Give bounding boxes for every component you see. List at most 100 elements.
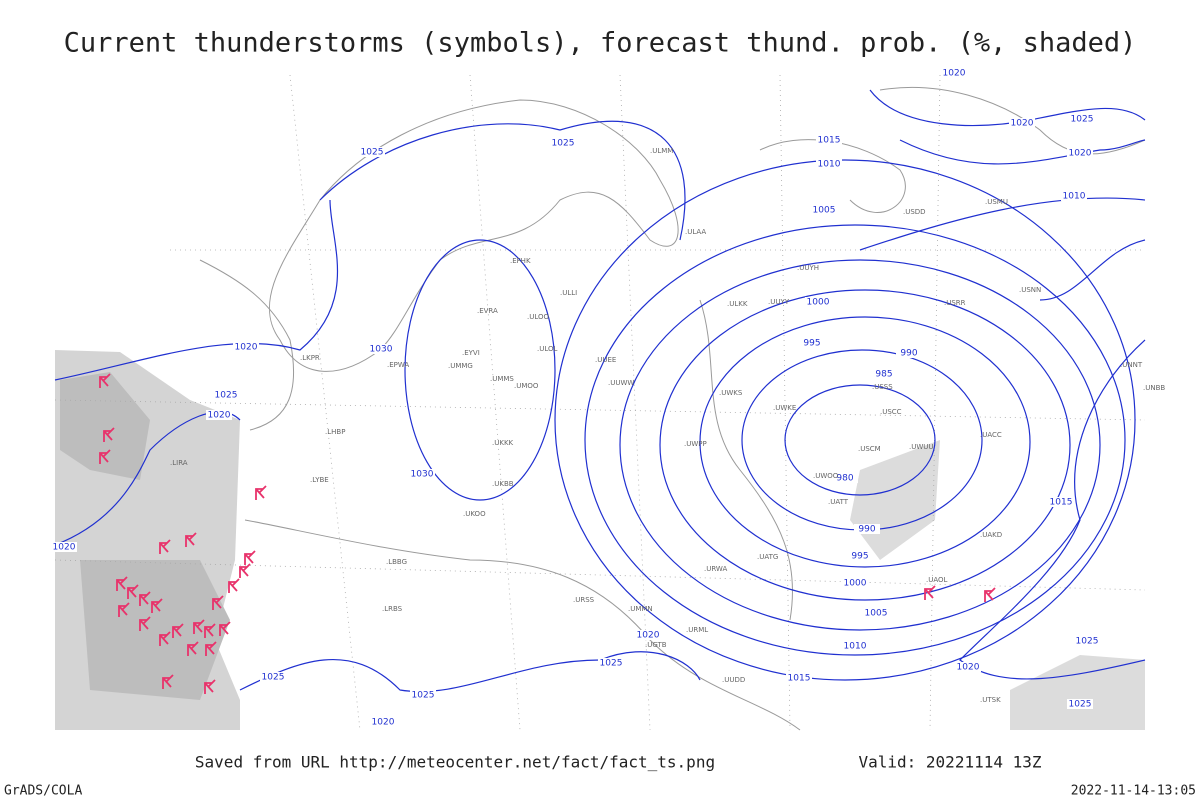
isobar-label: 1020 bbox=[208, 411, 231, 421]
station-label: .ULMM bbox=[650, 147, 673, 155]
station-label: .UKKK bbox=[492, 439, 514, 447]
station-label: .LKPR bbox=[300, 354, 320, 362]
isobar-label: 1025 bbox=[1076, 637, 1099, 647]
title: Current thunderstorms (symbols), forecas… bbox=[64, 28, 1137, 59]
station-label: .LYBE bbox=[310, 476, 329, 484]
isobar-label-bg bbox=[550, 138, 576, 148]
isobar-label: 1000 bbox=[844, 579, 867, 589]
isobar-label: 1010 bbox=[818, 160, 841, 170]
isobar-label-bg bbox=[368, 344, 394, 354]
thunderstorm-symbol bbox=[127, 584, 139, 599]
isobar-label: 980 bbox=[836, 474, 853, 484]
isobar-label-bg bbox=[871, 369, 897, 379]
isobar-label-bg bbox=[213, 390, 239, 400]
isobar-label: 1010 bbox=[844, 642, 867, 652]
station-label: .USRR bbox=[944, 299, 966, 307]
isobar-label-bg bbox=[206, 410, 232, 420]
isobar-label-bg bbox=[1067, 148, 1093, 158]
isobar-label-bg bbox=[1048, 497, 1074, 507]
station-label: .UWOO bbox=[813, 472, 839, 480]
station-label: .UACC bbox=[980, 431, 1002, 439]
isobar-label-bg bbox=[816, 159, 842, 169]
thunderstorm-symbol bbox=[139, 616, 151, 631]
isobar-label: 1020 bbox=[637, 631, 660, 641]
map-frame bbox=[55, 70, 1145, 730]
isobar-label: 1005 bbox=[813, 206, 836, 216]
station-label: .UWPP bbox=[684, 440, 707, 448]
station-label: .UMMG bbox=[448, 362, 473, 370]
station-label: .UMOO bbox=[514, 382, 539, 390]
isobar-label-bg bbox=[359, 147, 385, 157]
isobar-label-bg bbox=[1061, 191, 1087, 201]
isobar-label: 1020 bbox=[53, 543, 76, 553]
station-label: .UATT bbox=[828, 498, 849, 506]
isobar-label: 1025 bbox=[215, 391, 238, 401]
isobar-label-bg bbox=[816, 135, 842, 145]
isobar-label: 1005 bbox=[865, 609, 888, 619]
station-label: .UWKE bbox=[773, 404, 796, 412]
thunderstorm-symbol bbox=[162, 674, 174, 689]
isobar-label-bg bbox=[786, 673, 812, 683]
map-area: 1025 1025 1020 1025 1020 1030 1030 1020 1015 1010… bbox=[51, 68, 1165, 731]
isobar-label-bg bbox=[805, 297, 831, 307]
isobar-label-bg bbox=[854, 524, 880, 534]
thunderstorm-symbol bbox=[204, 679, 216, 694]
isobar-label: 1025 bbox=[412, 691, 435, 701]
credit: GrADS/COLA bbox=[4, 784, 82, 799]
station-label: .ULAA bbox=[685, 228, 706, 236]
station-label: .LBBG bbox=[386, 558, 407, 566]
timestamp: 2022-11-14-13:05 bbox=[1071, 784, 1196, 799]
isobar-label: 990 bbox=[900, 349, 917, 359]
station-label: .UKOO bbox=[463, 510, 486, 518]
isobar-label: 1010 bbox=[1063, 192, 1086, 202]
prob-shading bbox=[850, 440, 1145, 730]
isobar-label-bg bbox=[799, 338, 825, 348]
isobar-label-bg bbox=[842, 641, 868, 651]
isobar-label-bg bbox=[863, 608, 889, 618]
isobar-label-bg bbox=[896, 348, 922, 358]
isobar-label-bg bbox=[847, 551, 873, 561]
isobar-label: 1020 bbox=[943, 69, 966, 79]
isobar-label-bg bbox=[955, 662, 981, 672]
isobar-label-bg bbox=[233, 342, 259, 352]
thunderstorm-symbol bbox=[212, 595, 224, 610]
station-label: .USDD bbox=[903, 208, 926, 216]
isobar-label: 995 bbox=[851, 552, 868, 562]
coastlines bbox=[199, 86, 1146, 731]
station-label: .LRBS bbox=[382, 605, 403, 613]
thunderstorm-symbol bbox=[228, 578, 240, 593]
station-label: .URML bbox=[686, 626, 708, 634]
station-label: .UATG bbox=[757, 553, 778, 561]
isobar-label: 1025 bbox=[1069, 700, 1092, 710]
station-label: .UUYY bbox=[768, 298, 790, 306]
thunderstorm-symbol bbox=[187, 641, 199, 656]
station-label: .ULOL bbox=[537, 345, 558, 353]
station-label: .EYVI bbox=[462, 349, 480, 357]
isobar-label-bg bbox=[51, 542, 77, 552]
isobar-label: 995 bbox=[803, 339, 820, 349]
thunderstorm-symbol bbox=[103, 427, 115, 442]
thunderstorm-symbol bbox=[924, 585, 936, 600]
thunderstorm-symbol bbox=[205, 641, 217, 656]
station-label: .UTSK bbox=[980, 696, 1001, 704]
isobar-label-bg bbox=[409, 469, 435, 479]
isobar-label: 1020 bbox=[1069, 149, 1092, 159]
isobar-label: 1020 bbox=[372, 718, 395, 728]
station-label: .UMMN bbox=[628, 605, 653, 613]
isobar-label-bg bbox=[370, 717, 396, 727]
isobar-label: 1015 bbox=[788, 674, 811, 684]
station-label: .UUYH bbox=[797, 264, 819, 272]
thunderstorm-symbol bbox=[219, 621, 231, 636]
isobar-label: 1030 bbox=[370, 345, 393, 355]
thunderstorm-symbol bbox=[239, 563, 251, 578]
thunderstorm-symbol bbox=[99, 449, 111, 464]
isobar-label: 1020 bbox=[235, 343, 258, 353]
isobar-label-bg bbox=[410, 690, 436, 700]
station-label: .LIRA bbox=[170, 459, 188, 467]
isobar-label: 1000 bbox=[807, 298, 830, 308]
station-label: .UWKS bbox=[719, 389, 743, 397]
isobar-label-bg bbox=[941, 68, 967, 78]
isobar-label: 1030 bbox=[411, 470, 434, 480]
station-label: .UUWW bbox=[608, 379, 634, 387]
thunderstorm-symbol bbox=[159, 631, 171, 646]
